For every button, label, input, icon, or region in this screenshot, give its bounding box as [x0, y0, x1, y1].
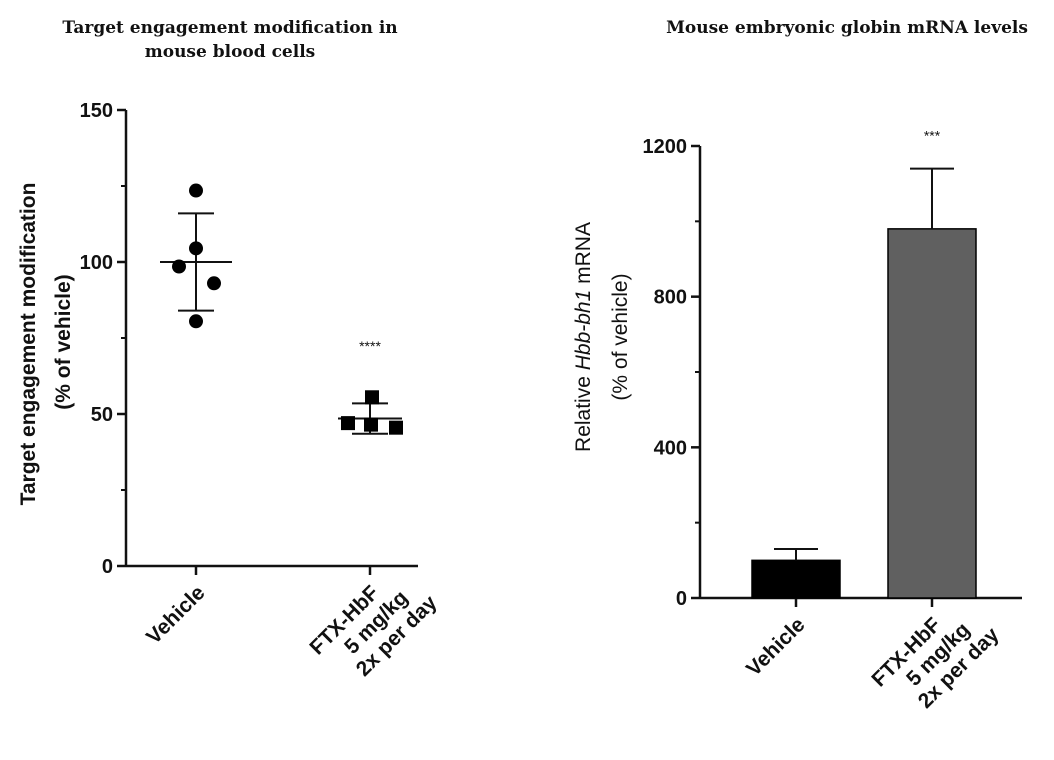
left-y-tick-label: 0: [102, 556, 113, 578]
treated-data-point: [341, 416, 355, 431]
vehicle-data-point: [189, 314, 203, 329]
right-y-tick-label: 400: [654, 437, 687, 459]
vehicle-data-point: [189, 241, 203, 256]
treated-data-point: [364, 417, 378, 432]
right-title-line-1: Mouse embryonic globin mRNA levels: [666, 18, 1028, 38]
left-y-tick-label: 50: [91, 404, 113, 426]
right-category-vehicle-label-line: Vehicle: [742, 613, 809, 680]
gene-name-italic: Hbb-bh1: [572, 290, 595, 371]
left-title-line-1: Target engagement modification in: [62, 18, 398, 38]
treated-data-point: [365, 390, 379, 405]
left-title-line-2: mouse blood cells: [144, 42, 316, 62]
right-y-tick-label: 800: [654, 287, 687, 309]
treated-significance-marker: ****: [359, 338, 381, 354]
left-y-tick-label: 150: [80, 100, 113, 122]
right-category-vehicle-label-group: Vehicle: [742, 613, 809, 680]
right-chart-title: Mouse embryonic globin mRNA levels: [640, 16, 1054, 40]
bar-significance-marker: ***: [924, 128, 941, 144]
left-chart-title: Target engagement modification in mouse …: [20, 16, 440, 64]
y-axis-label-part: (% of vehicle): [609, 273, 632, 400]
treated-bar: [887, 228, 977, 599]
treated-data-point: [389, 420, 403, 435]
left-y-tick-label: 100: [80, 252, 113, 274]
right-y-axis-label-units: (% of vehicle): [609, 273, 632, 400]
y-axis-label-part: Relative: [572, 370, 595, 452]
left-category-vehicle-label-line: Vehicle: [142, 581, 209, 648]
right-y-tick-label: 0: [676, 588, 687, 610]
left-y-axis-label-units: (% of vehicle): [52, 274, 75, 409]
left-category-vehicle-label-group: Vehicle: [142, 581, 209, 648]
right-y-tick-label: 1200: [643, 136, 688, 158]
y-axis-label-part: mRNA: [572, 222, 595, 290]
right-y-axis-label: Relative Hbb-bh1 mRNA: [572, 222, 595, 452]
vehicle-data-point: [172, 259, 186, 274]
left-y-axis-label: Target engagement modification: [17, 183, 40, 506]
vehicle-data-point: [189, 183, 203, 198]
vehicle-bar: [751, 559, 841, 599]
vehicle-data-point: [207, 276, 221, 291]
